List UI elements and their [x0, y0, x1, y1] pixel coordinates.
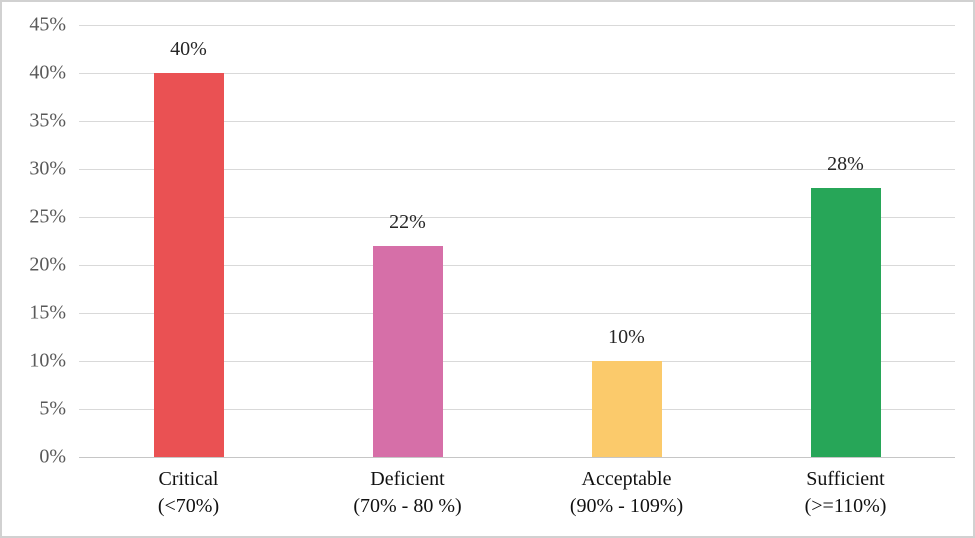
- bar-deficient: [372, 245, 443, 457]
- y-tick-label: 45%: [29, 13, 66, 36]
- gridline: [79, 25, 955, 26]
- gridline: [79, 361, 955, 362]
- category-range: (70% - 80 %): [353, 495, 462, 517]
- y-tick-label: 30%: [29, 157, 66, 180]
- category-range: (>=110%): [804, 495, 887, 517]
- x-category-label-critical: Critical (<70%): [79, 466, 299, 520]
- category-name: Deficient: [370, 468, 445, 490]
- gridline: [79, 313, 955, 314]
- y-tick-label: 20%: [29, 253, 66, 276]
- x-category-label-deficient: Deficient (70% - 80 %): [298, 466, 518, 520]
- y-tick-label: 0%: [39, 445, 66, 468]
- gridline: [79, 121, 955, 122]
- bar-value-label: 10%: [608, 326, 645, 348]
- category-range: (90% - 109%): [569, 495, 684, 517]
- y-tick-label: 40%: [29, 61, 66, 84]
- gridline: [79, 409, 955, 410]
- bar-critical: [153, 73, 224, 457]
- y-tick-label: 25%: [29, 205, 66, 228]
- category-name: Acceptable: [581, 468, 672, 490]
- category-range: (<70%): [157, 495, 220, 517]
- bar-sufficient: [810, 188, 881, 457]
- y-tick-label: 5%: [39, 397, 66, 420]
- gridline: [79, 217, 955, 218]
- bar-acceptable: [591, 361, 662, 457]
- bar-value-label: 28%: [827, 153, 864, 176]
- y-tick-label: 15%: [29, 301, 66, 324]
- y-tick-label: 10%: [29, 349, 66, 372]
- x-category-label-acceptable: Acceptable (90% - 109%): [517, 466, 737, 520]
- x-category-label-sufficient: Sufficient (>=110%): [736, 466, 956, 520]
- bar-value-label: 40%: [170, 38, 207, 60]
- x-axis-line: [79, 457, 955, 458]
- category-name: Critical: [158, 468, 219, 490]
- category-name: Sufficient: [806, 468, 885, 490]
- bar-value-label: 22%: [389, 210, 426, 233]
- gridline: [79, 73, 955, 74]
- y-tick-label: 35%: [29, 109, 66, 132]
- gridline: [79, 265, 955, 266]
- gridline: [79, 169, 955, 170]
